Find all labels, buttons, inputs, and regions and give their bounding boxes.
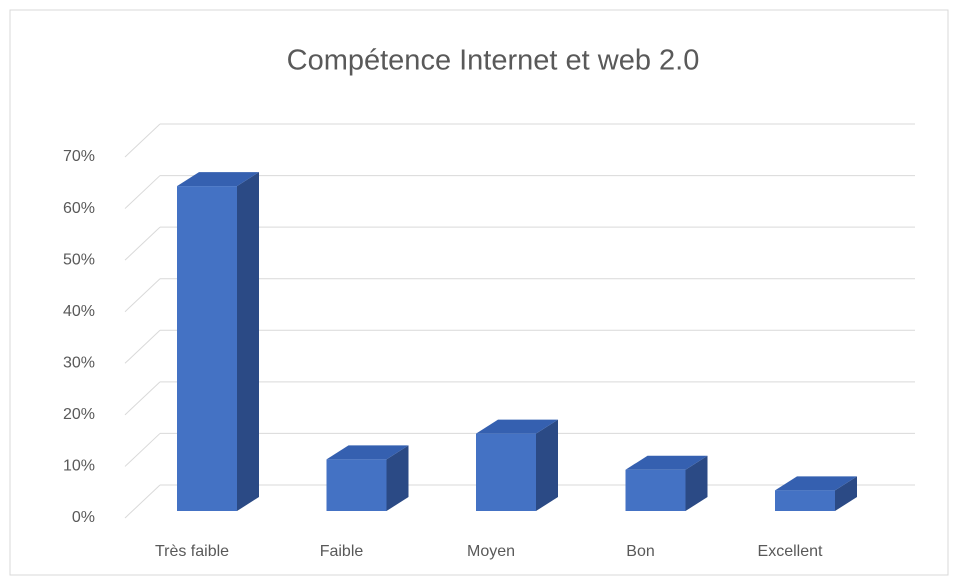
grid-line (124, 278, 161, 313)
chart-title: Compétence Internet et web 2.0 (287, 45, 700, 77)
x-tick-label: Excellent (758, 543, 823, 560)
y-tick-label: 70% (63, 148, 95, 165)
x-tick-label: Bon (626, 543, 654, 560)
bar-side (835, 476, 857, 511)
bar-side (536, 419, 558, 511)
bar-top (476, 419, 558, 434)
grid-line (124, 433, 161, 467)
bar-top (326, 445, 409, 460)
bar-side (386, 445, 409, 511)
bar-top (177, 172, 259, 187)
y-tick-label: 40% (63, 303, 95, 320)
bar (775, 490, 835, 511)
grid-line (124, 329, 161, 364)
x-tick-label: Très faible (155, 543, 229, 560)
grid-line (124, 381, 161, 416)
y-tick-label: 60% (63, 200, 95, 217)
grid-line (124, 226, 161, 261)
grid-line (124, 123, 161, 158)
x-tick-label: Faible (320, 543, 364, 560)
grid-line (124, 175, 161, 209)
bar-top (625, 455, 708, 470)
y-tick-label: 20% (63, 406, 95, 423)
y-tick-label: 30% (63, 355, 95, 372)
y-tick-label: 50% (63, 251, 95, 268)
bar-top (775, 476, 857, 491)
bar (326, 459, 387, 511)
y-tick-label: 0% (72, 509, 95, 526)
y-tick-label: 10% (63, 458, 95, 475)
x-tick-label: Moyen (467, 543, 515, 560)
bar (177, 186, 237, 511)
bar-side (237, 172, 259, 511)
bar (476, 433, 536, 511)
grid-line (124, 484, 161, 519)
bar (625, 469, 686, 511)
bar-side (685, 455, 708, 511)
